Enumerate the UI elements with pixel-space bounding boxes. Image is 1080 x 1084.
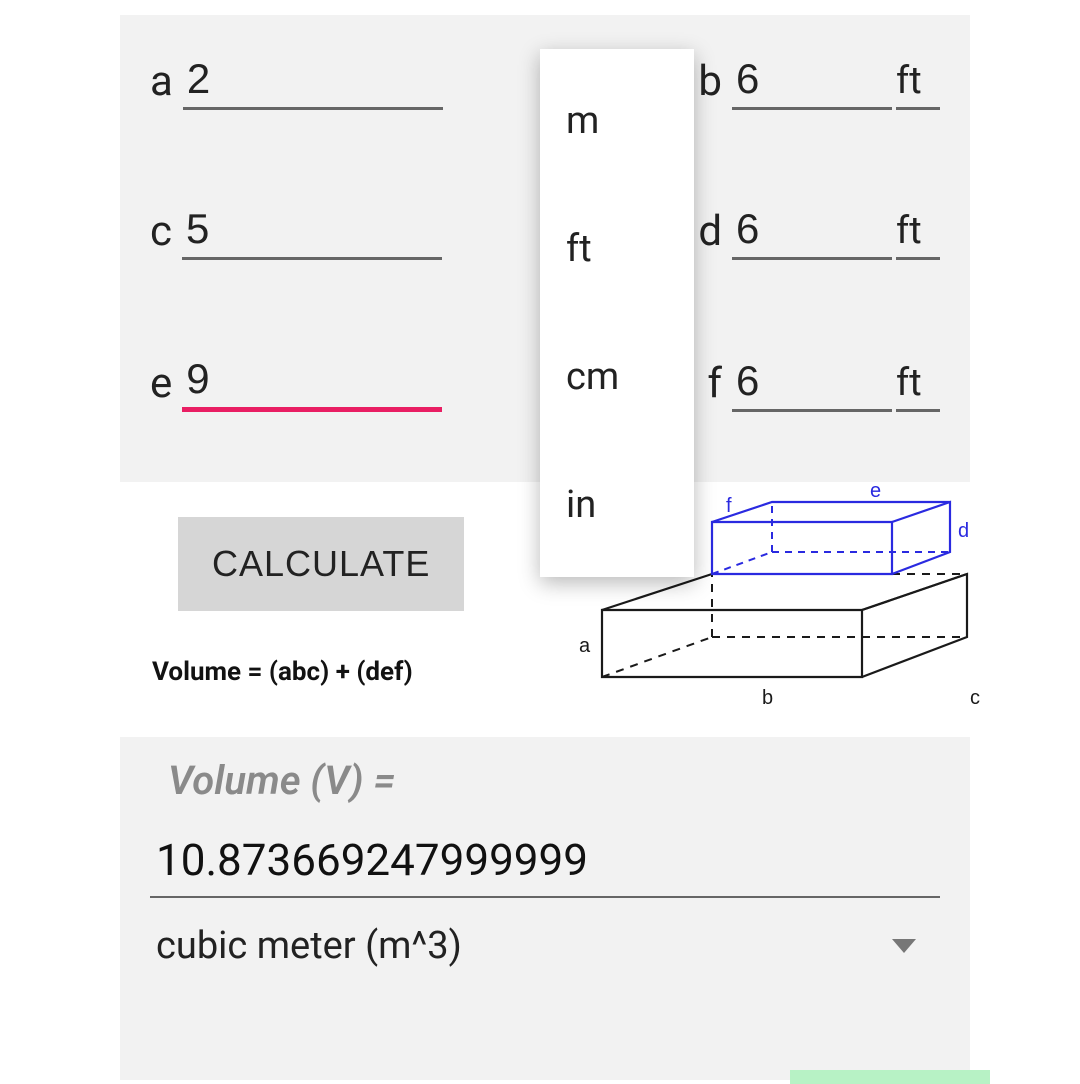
- label-f: f: [707, 359, 722, 412]
- label-e: e: [150, 359, 172, 412]
- unit-option-m[interactable]: m: [540, 57, 694, 185]
- label-d: d: [698, 207, 722, 260]
- unit-f[interactable]: ft: [896, 361, 940, 412]
- unit-option-cm[interactable]: cm: [540, 313, 694, 441]
- input-c[interactable]: [182, 205, 442, 260]
- input-group-a: a: [150, 55, 491, 110]
- input-a[interactable]: [183, 55, 443, 110]
- decorative-strip: [790, 1070, 990, 1084]
- diagram-label-e: e: [870, 482, 881, 502]
- calculate-button[interactable]: CALCULATE: [178, 517, 464, 611]
- diagram-label-a: a: [579, 635, 591, 657]
- result-value: 10.873669247999999: [150, 834, 940, 898]
- diagram-label-b: b: [762, 687, 773, 709]
- input-group-c: c ft: [150, 205, 490, 260]
- input-f[interactable]: [732, 357, 892, 412]
- unit-option-ft[interactable]: ft: [540, 185, 694, 313]
- diagram-label-d: d: [958, 520, 969, 542]
- unit-d[interactable]: ft: [896, 209, 940, 260]
- input-d[interactable]: [732, 205, 892, 260]
- input-b[interactable]: [732, 55, 892, 110]
- label-a: a: [150, 57, 173, 110]
- chevron-down-icon: [892, 939, 916, 953]
- input-group-b: b ft: [698, 55, 940, 110]
- diagram-label-f: f: [726, 495, 732, 517]
- input-group-f: f ft: [707, 355, 940, 412]
- label-c: c: [150, 207, 172, 260]
- unit-option-in[interactable]: in: [540, 441, 694, 569]
- result-area: Volume (V) = 10.873669247999999 cubic me…: [120, 737, 970, 986]
- result-label: Volume (V) =: [168, 757, 940, 804]
- result-unit-select[interactable]: cubic meter (m^3): [150, 924, 940, 968]
- calculator-app: a b ft c ft d ft e: [120, 15, 970, 1080]
- formula-text: Volume = (abc) + (def): [152, 657, 413, 687]
- diagram-label-c: c: [970, 687, 980, 709]
- input-group-e: e: [150, 355, 490, 412]
- input-e[interactable]: [182, 355, 442, 412]
- unit-b[interactable]: ft: [896, 59, 940, 110]
- input-group-d: d ft: [698, 205, 940, 260]
- result-unit-text: cubic meter (m^3): [156, 924, 462, 968]
- label-b: b: [698, 57, 722, 110]
- unit-dropdown-menu: m ft cm in: [540, 49, 694, 577]
